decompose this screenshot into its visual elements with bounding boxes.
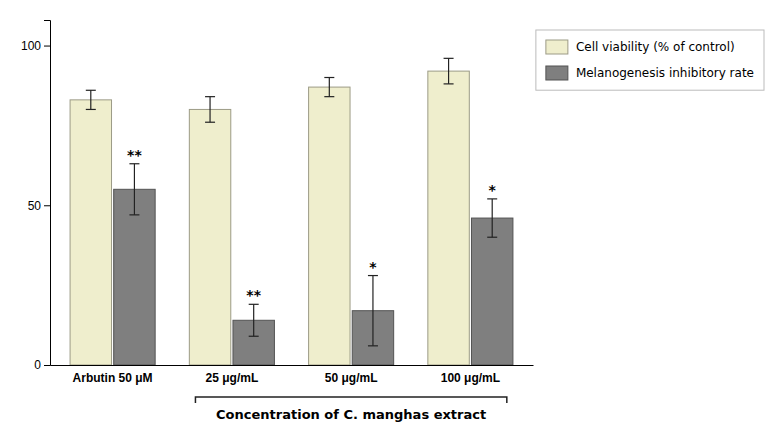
significance-labels: ****** <box>127 147 496 304</box>
bracket: Concentration of C. manghas extract <box>195 397 506 422</box>
error-bar <box>205 97 215 123</box>
error-bar-cap <box>249 336 259 337</box>
y-tick: 100 <box>21 39 50 53</box>
x-tick-label: Arbutin 50 μM <box>73 371 153 385</box>
y-tick: 0 <box>34 358 50 372</box>
error-bar-cap <box>368 345 378 346</box>
error-bar-cap <box>86 109 96 110</box>
error-bar-cap <box>444 83 454 84</box>
y-tick-label: 0 <box>34 358 41 372</box>
error-bar-stem <box>329 78 330 97</box>
legend-frame <box>536 30 764 90</box>
significance-label: * <box>489 182 497 198</box>
x-tick-label: 100 μg/mL <box>441 371 500 385</box>
legend-label: Cell viability (% of control) <box>576 40 735 54</box>
error-bar-stem <box>134 164 135 215</box>
error-bar-stem <box>209 97 210 123</box>
error-bar-stem <box>492 199 493 237</box>
legend-swatch <box>546 66 568 80</box>
error-bar <box>86 90 96 109</box>
y-tick: 50 <box>28 199 50 213</box>
error-bar-cap <box>324 77 334 78</box>
x-tick-label: 25 μg/mL <box>206 371 259 385</box>
plot: 0 50 100 Arbutin 50 μM 25 μg/mL 50 μg/mL 100 μ… <box>21 21 534 423</box>
x-axis-line <box>51 365 534 366</box>
x-tick-label: 50 μg/mL <box>325 371 378 385</box>
error-bar-stem <box>253 304 254 336</box>
error-bar-cap <box>129 163 139 164</box>
error-bar-cap <box>444 58 454 59</box>
marks <box>70 58 513 365</box>
significance-label: * <box>369 259 377 275</box>
significance-label: ** <box>246 287 261 303</box>
y-axis-line <box>44 21 51 366</box>
x-tick: 50 μg/mL <box>325 365 378 385</box>
legend: Cell viability (% of control) Melanogenes… <box>536 30 764 90</box>
legend-item: Cell viability (% of control) <box>546 40 735 54</box>
error-bar <box>129 164 139 215</box>
error-bar <box>444 58 454 84</box>
error-bar-cap <box>86 90 96 91</box>
bracket-line <box>195 397 506 403</box>
series <box>70 58 469 365</box>
error-bar <box>249 304 259 336</box>
error-bar <box>368 276 378 346</box>
y-axis: 0 50 100 <box>21 21 51 373</box>
error-bar-cap <box>324 96 334 97</box>
bar <box>114 189 155 365</box>
y-tick-label: 100 <box>21 39 41 53</box>
error-bar-stem <box>372 276 373 346</box>
chart: 0 50 100 Arbutin 50 μM 25 μg/mL 50 μg/mL 100 μ… <box>0 0 768 445</box>
bar <box>309 87 350 365</box>
bar <box>471 218 512 365</box>
annotation: Concentration of C. manghas extract <box>216 407 486 422</box>
x-tick: 25 μg/mL <box>206 365 259 385</box>
error-bar <box>324 78 334 97</box>
series <box>114 164 513 365</box>
error-bar-cap <box>487 198 497 199</box>
x-tick: 100 μg/mL <box>441 365 500 385</box>
y-tick-label: 50 <box>28 199 42 213</box>
x-axis: Arbutin 50 μM 25 μg/mL 50 μg/mL 100 μg/mL <box>51 365 534 385</box>
y-tick-mark <box>44 46 50 47</box>
error-bar-stem <box>448 58 449 84</box>
y-tick-mark <box>44 205 50 206</box>
error-bar-stem <box>90 90 91 109</box>
bar <box>70 100 111 365</box>
error-bar-cap <box>129 214 139 215</box>
y-tick-mark <box>44 365 50 366</box>
error-bar-cap <box>368 275 378 276</box>
error-bar <box>487 199 497 237</box>
legend-item: Melanogenesis inhibitory rate <box>546 66 754 80</box>
legend-swatch <box>546 40 568 54</box>
error-bar-cap <box>205 122 215 123</box>
x-tick: Arbutin 50 μM <box>73 365 153 385</box>
bar <box>189 109 230 365</box>
legend-label: Melanogenesis inhibitory rate <box>576 66 754 80</box>
error-bar-cap <box>487 237 497 238</box>
error-bar-cap <box>205 96 215 97</box>
error-bar-cap <box>249 304 259 305</box>
bar <box>428 71 469 365</box>
significance-label: ** <box>127 147 142 163</box>
